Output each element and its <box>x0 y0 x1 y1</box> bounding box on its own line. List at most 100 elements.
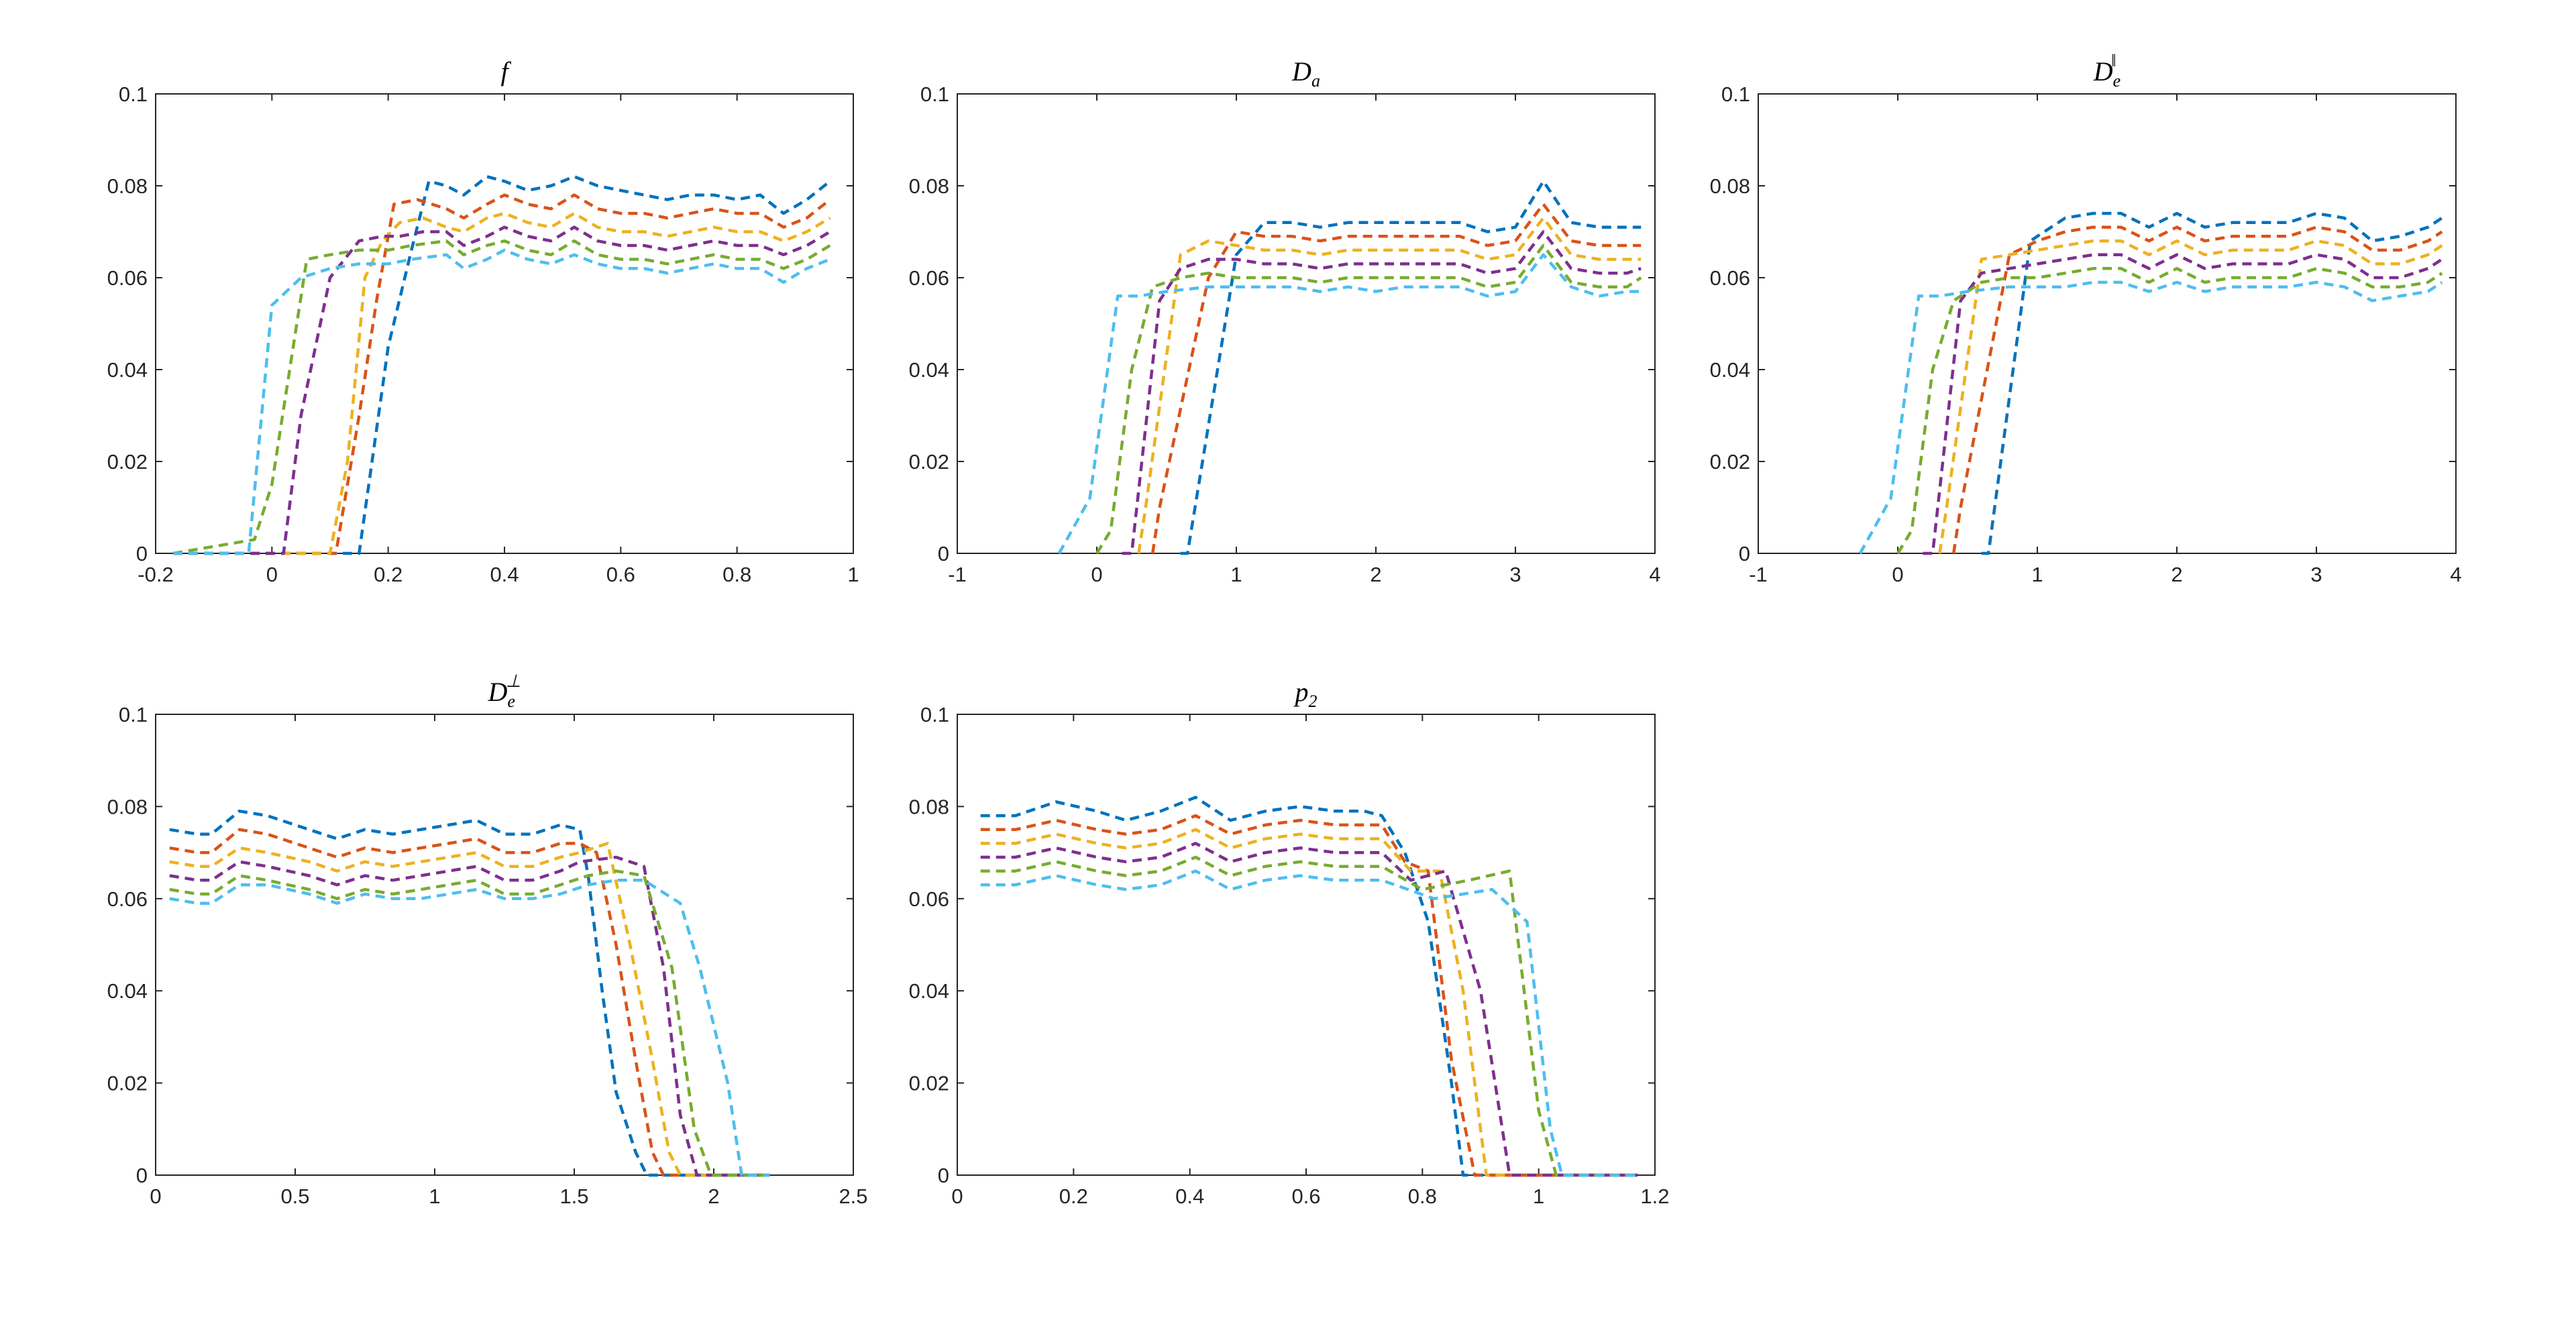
y-tick-label: 0.08 <box>909 174 949 198</box>
x-tick-label: 1.2 <box>1640 1185 1669 1208</box>
title-subscript: e <box>507 692 515 711</box>
subplot-5: 0 0.2 0.4 0.6 0.8 1 1.2 0 0.02 0.04 0.06 0.08 0.1 p2 <box>909 677 1670 1208</box>
y-tick-label: 0.06 <box>107 887 148 911</box>
y-tick-label: 0.1 <box>119 703 148 726</box>
series-line-1 <box>1981 211 2443 555</box>
x-tick-label: 4 <box>1649 563 1660 586</box>
subplot-1: -0.2 0 0.2 0.4 0.6 0.8 100.020.040.060.080.1f <box>107 56 859 586</box>
y-tick-label: 0 <box>1739 542 1750 565</box>
series-line-3 <box>1938 239 2443 554</box>
y-tick-label: 0 <box>938 542 949 565</box>
x-tick-label: 0 <box>1892 563 1903 586</box>
series-line-4 <box>1923 253 2443 555</box>
x-tick-label: 0 <box>951 1185 963 1208</box>
y-tick-label: 0 <box>136 542 148 565</box>
series-line-2 <box>980 814 1638 1177</box>
y-tick-label: 0.1 <box>920 83 949 106</box>
y-tick-label: 0.08 <box>107 795 148 818</box>
y-tick-label: 0.08 <box>107 174 148 198</box>
title-symbol: D <box>2093 56 2113 87</box>
x-tick-label: 0.4 <box>1175 1185 1204 1208</box>
x-tick-label: -0.2 <box>138 563 173 586</box>
series-line-3 <box>1137 216 1642 554</box>
series-line-6 <box>1858 280 2443 555</box>
y-tick-label: 0.1 <box>920 703 949 726</box>
x-tick-label: 0.2 <box>1059 1185 1088 1208</box>
x-tick-label: 0.6 <box>606 563 635 586</box>
y-tick-label: 0.02 <box>909 450 949 474</box>
series-line-3 <box>169 842 770 1177</box>
y-tick-label: 0.02 <box>107 450 148 474</box>
y-tick-label: 0.1 <box>1721 83 1750 106</box>
series-line-1 <box>173 175 831 555</box>
y-tick-label: 0.04 <box>1710 358 1750 382</box>
x-tick-label: 0 <box>150 1185 161 1208</box>
x-tick-label: 1 <box>847 563 859 586</box>
y-tick-label: 0.02 <box>1710 450 1750 474</box>
series-line-1 <box>980 795 1638 1177</box>
x-tick-label: 1 <box>2031 563 2043 586</box>
series-line-6 <box>980 869 1638 1177</box>
title-symbol: f <box>500 56 511 87</box>
x-tick-label: 3 <box>1509 563 1521 586</box>
x-tick-label: 2 <box>1370 563 1381 586</box>
x-tick-label: 2 <box>708 1185 719 1208</box>
series-line-2 <box>169 828 770 1177</box>
title-subscript: e <box>2113 71 2121 91</box>
axes-frame <box>155 93 854 554</box>
subplot-title: f <box>500 56 511 87</box>
axes-frame <box>1758 93 2457 554</box>
y-tick-label: 0.1 <box>119 83 148 106</box>
subplot-title: p2 <box>1293 677 1318 711</box>
title-subscript: a <box>1311 71 1320 91</box>
x-tick-label: 4 <box>2450 563 2461 586</box>
subplot-2: -1 0 1 2 3 400.020.040.060.080.1Da <box>909 56 1661 586</box>
series-line-1 <box>1180 179 1642 555</box>
y-tick-label: 0.06 <box>909 266 949 290</box>
x-tick-label: 1 <box>1230 563 1242 586</box>
x-tick-label: 2 <box>2171 563 2182 586</box>
title-superscript: ⊥ <box>506 671 521 691</box>
series-line-6 <box>173 248 831 555</box>
series-line-3 <box>173 211 831 555</box>
y-tick-label: 0.04 <box>909 979 949 1003</box>
series-line-5 <box>1095 243 1642 555</box>
x-tick-label: 0.4 <box>490 563 519 586</box>
series-line-4 <box>173 225 831 555</box>
x-tick-label: 0.8 <box>1408 1185 1437 1208</box>
title-subscript: 2 <box>1309 692 1318 711</box>
series-line-5 <box>172 239 831 555</box>
x-tick-label: 1 <box>429 1185 440 1208</box>
y-tick-label: 0.04 <box>107 979 148 1003</box>
x-tick-label: -1 <box>1749 563 1768 586</box>
y-tick-label: 0.08 <box>909 795 949 818</box>
series-line-2 <box>1150 203 1642 554</box>
series-line-3 <box>980 828 1638 1177</box>
y-tick-label: 0.06 <box>909 887 949 911</box>
y-tick-label: 0 <box>938 1164 949 1187</box>
x-tick-label: 3 <box>2310 563 2322 586</box>
x-tick-label: 0.5 <box>280 1185 309 1208</box>
subplot-4: 0 0.5 1 1.5 2 2.5 0 0.02 0.04 0.06 0.08 0.1 De⊥ <box>107 671 868 1208</box>
series-line-5 <box>980 855 1638 1177</box>
axes-frame <box>155 714 854 1176</box>
x-tick-label: 0.8 <box>722 563 751 586</box>
y-tick-label: 0.02 <box>909 1072 949 1095</box>
x-tick-label: 0.2 <box>374 563 402 586</box>
series-line-4 <box>169 855 770 1177</box>
axes-frame <box>957 93 1656 554</box>
subplot-title: De‖ <box>2093 51 2121 91</box>
x-tick-label: 0.6 <box>1291 1185 1320 1208</box>
x-tick-label: 0 <box>1091 563 1102 586</box>
title-symbol: p <box>1293 677 1309 707</box>
subplot-3: -1 0 1 2 3 400.020.040.060.080.1De‖ <box>1710 51 2462 586</box>
title-superscript: ‖ <box>2111 51 2116 70</box>
x-tick-label: 1.5 <box>559 1185 588 1208</box>
y-tick-label: 0.02 <box>107 1072 148 1095</box>
x-tick-label: -1 <box>948 563 967 586</box>
series-line-6 <box>1057 253 1642 555</box>
series-line-4 <box>1122 230 1642 555</box>
y-tick-label: 0.06 <box>107 266 148 290</box>
y-tick-label: 0.08 <box>1710 174 1750 198</box>
